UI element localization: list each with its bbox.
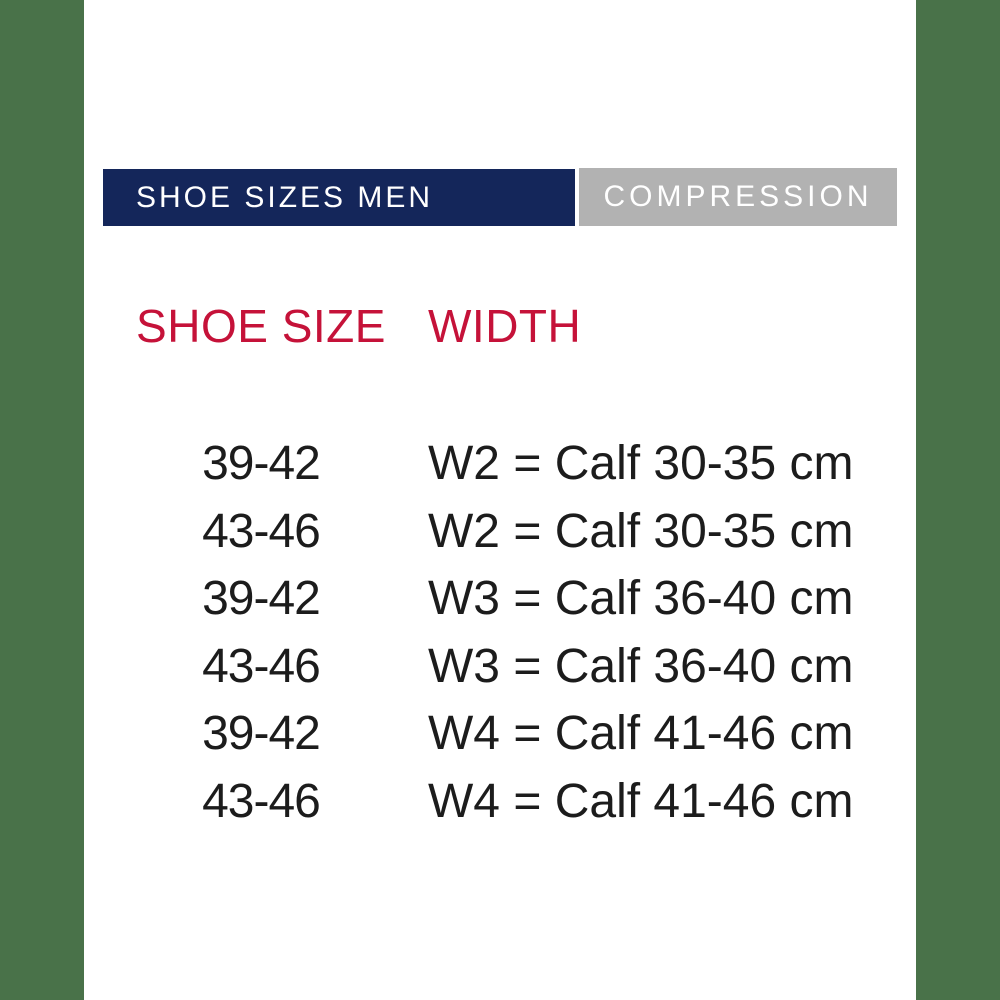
cell-width: W4 = Calf 41-46 cm	[428, 774, 854, 828]
cell-shoe-size: 39-42	[202, 437, 321, 491]
size-table-rows: 39-42 W2 = Calf 30-35 cm 43-46 W2 = Calf 30…	[0, 430, 916, 835]
tab-shoe-sizes-men: SHOE SIZES MEN	[103, 169, 575, 226]
table-row: 43-46 W2 = Calf 30-35 cm	[0, 498, 916, 566]
cell-shoe-size: 39-42	[202, 572, 321, 626]
table-row: 43-46 W4 = Calf 41-46 cm	[0, 768, 916, 836]
tab-compression-label: COMPRESSION	[603, 180, 873, 213]
cell-shoe-size: 43-46	[202, 639, 321, 693]
cell-width: W3 = Calf 36-40 cm	[428, 639, 854, 693]
tab-compression: COMPRESSION	[579, 168, 897, 226]
cell-shoe-size: 43-46	[202, 774, 321, 828]
column-header-width: WIDTH	[428, 300, 582, 352]
cell-width: W4 = Calf 41-46 cm	[428, 707, 854, 761]
table-row: 39-42 W3 = Calf 36-40 cm	[0, 565, 916, 633]
cell-width: W3 = Calf 36-40 cm	[428, 572, 854, 626]
column-headers: SHOE SIZE WIDTH	[0, 298, 916, 354]
left-green-stripe	[0, 0, 84, 1000]
right-green-stripe	[916, 0, 1000, 1000]
cell-shoe-size: 39-42	[202, 707, 321, 761]
column-header-shoe-size: SHOE SIZE	[136, 300, 386, 352]
table-row: 43-46 W3 = Calf 36-40 cm	[0, 633, 916, 701]
cell-width: W2 = Calf 30-35 cm	[428, 437, 854, 491]
cell-width: W2 = Calf 30-35 cm	[428, 504, 854, 558]
table-row: 39-42 W2 = Calf 30-35 cm	[0, 430, 916, 498]
cell-shoe-size: 43-46	[202, 504, 321, 558]
tab-shoe-sizes-men-label: SHOE SIZES MEN	[136, 180, 434, 214]
table-row: 39-42 W4 = Calf 41-46 cm	[0, 700, 916, 768]
